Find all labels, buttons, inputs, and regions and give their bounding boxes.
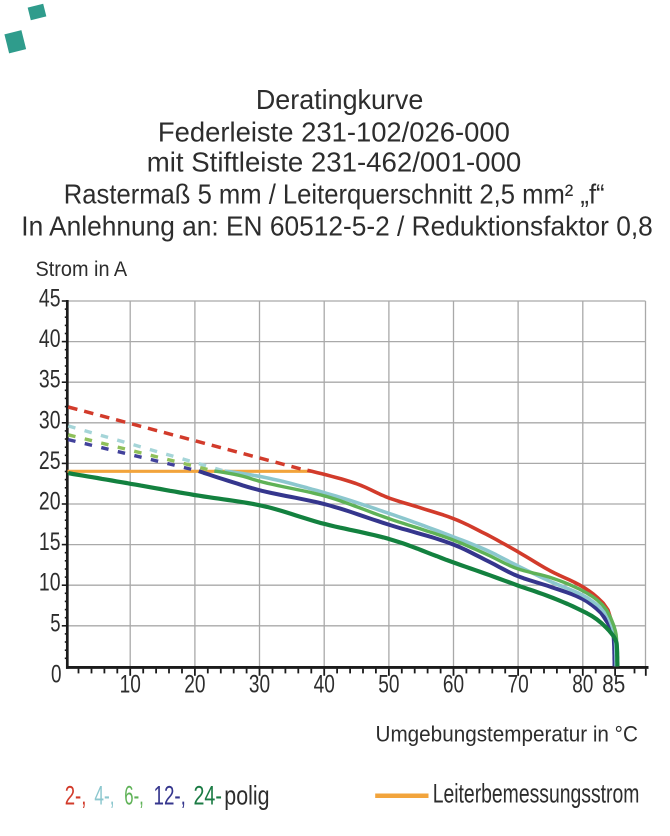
svg-text:20: 20 xyxy=(39,488,61,516)
svg-text:mit Stiftleiste 231-462/001-00: mit Stiftleiste 231-462/001-000 xyxy=(147,147,521,178)
svg-text:Rastermaß 5 mm / Leiterquersch: Rastermaß 5 mm / Leiterquerschnitt 2,5 m… xyxy=(64,179,605,210)
svg-text:10: 10 xyxy=(39,569,61,597)
svg-text:15: 15 xyxy=(39,528,61,556)
svg-text:30: 30 xyxy=(249,670,270,698)
svg-text:50: 50 xyxy=(378,670,399,698)
svg-text:4-,: 4-, xyxy=(94,781,114,811)
svg-text:0: 0 xyxy=(51,661,62,689)
svg-text:10: 10 xyxy=(120,670,141,698)
svg-text:40: 40 xyxy=(39,325,61,353)
svg-text:Umgebungstemperatur in °C: Umgebungstemperatur in °C xyxy=(376,722,638,747)
svg-text:Strom in A: Strom in A xyxy=(36,257,128,281)
svg-text:70: 70 xyxy=(508,670,529,698)
svg-text:In Anlehnung an: EN 60512-5-2: In Anlehnung an: EN 60512-5-2 / Reduktio… xyxy=(21,211,653,242)
svg-text:Federleiste 231-102/026-000: Federleiste 231-102/026-000 xyxy=(158,116,510,147)
svg-text:6-,: 6-, xyxy=(124,781,144,811)
svg-text:60: 60 xyxy=(443,670,464,698)
svg-text:80: 80 xyxy=(572,670,593,698)
svg-text:Leiterbemessungsstrom: Leiterbemessungsstrom xyxy=(433,779,640,809)
svg-text:polig: polig xyxy=(224,781,269,811)
svg-text:12-,: 12-, xyxy=(154,781,186,811)
svg-text:40: 40 xyxy=(314,670,335,698)
svg-text:25: 25 xyxy=(39,447,61,475)
svg-text:85: 85 xyxy=(602,670,625,698)
svg-text:2-,: 2-, xyxy=(65,781,87,811)
svg-text:35: 35 xyxy=(39,366,61,394)
svg-text:Deratingkurve: Deratingkurve xyxy=(256,84,423,115)
svg-text:24-: 24- xyxy=(194,781,222,811)
svg-text:45: 45 xyxy=(39,285,61,313)
svg-text:30: 30 xyxy=(39,406,61,434)
svg-text:20: 20 xyxy=(184,670,205,698)
svg-text:5: 5 xyxy=(50,609,60,637)
